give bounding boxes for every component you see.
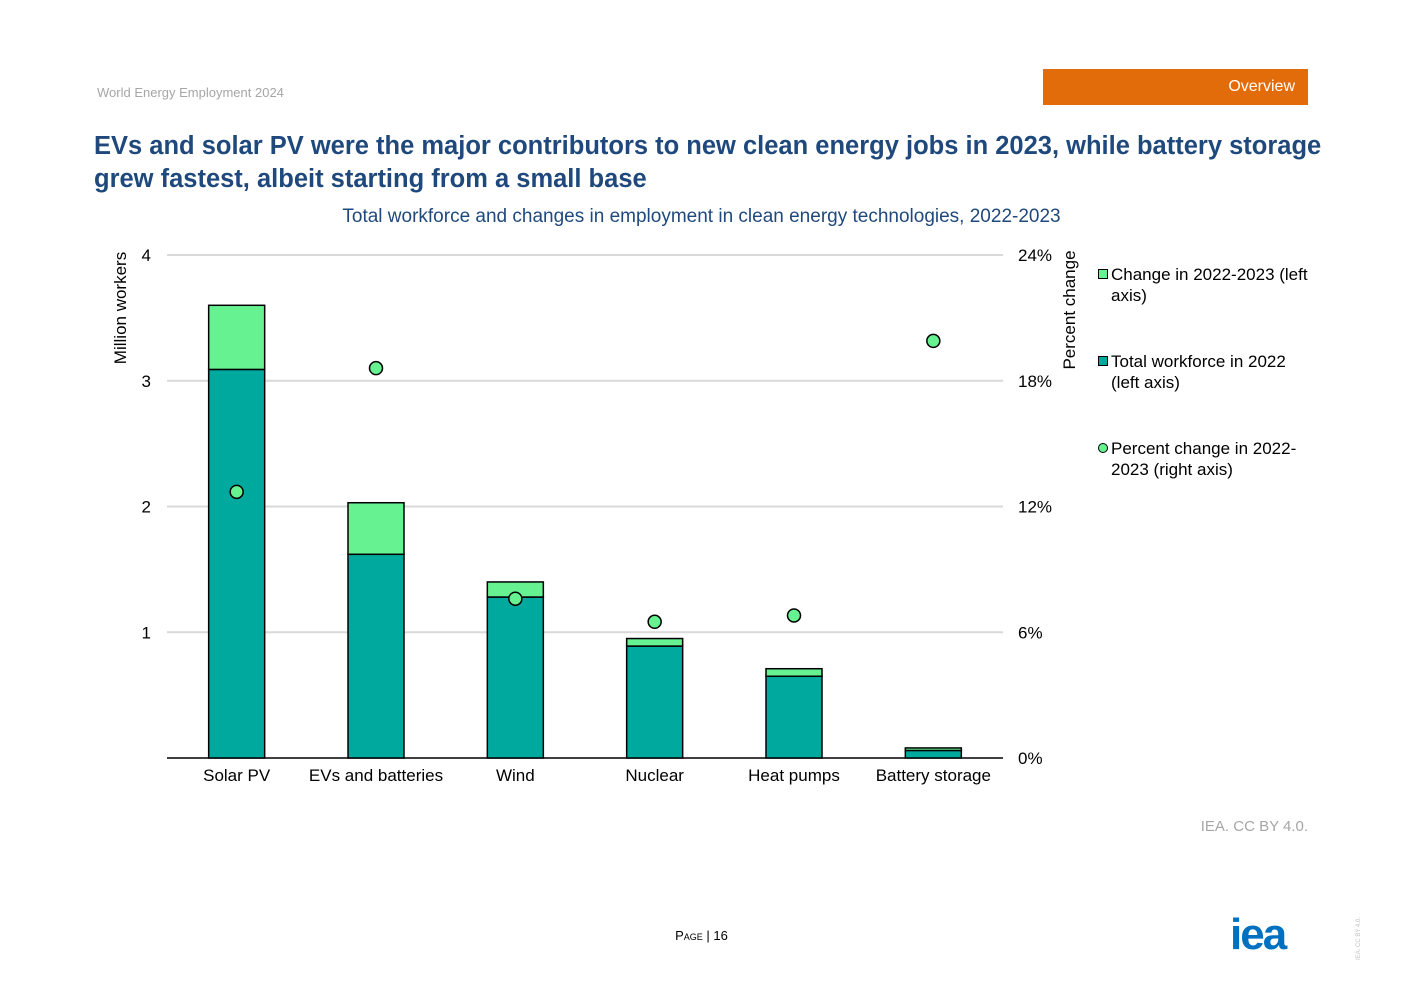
source-note: IEA. CC BY 4.0. (1200, 818, 1308, 835)
legend-item-percent: Percent change in 2022-2023 (right axis) (1098, 438, 1313, 480)
category-label: Battery storage (876, 766, 991, 785)
bar-total-workforce (347, 553, 405, 759)
category-label: EVs and batteries (309, 766, 443, 785)
bar-total-workforce (207, 368, 266, 759)
right-tick-label: 24% (1018, 246, 1052, 265)
right-tick-label: 0% (1018, 749, 1043, 768)
legend-swatch-percent (1098, 443, 1108, 453)
bar-total-workforce (904, 749, 963, 759)
left-axis-ticks: 1 2 3 4 (142, 246, 151, 642)
left-tick-label: 1 (142, 623, 151, 642)
iea-logo: iea (1230, 915, 1290, 955)
bar-change (207, 304, 266, 371)
report-name: World Energy Employment 2024 (97, 85, 284, 100)
section-tab-label: Overview (1228, 78, 1295, 95)
legend: Change in 2022-2023 (left axis) Total wo… (1098, 264, 1313, 480)
right-tick-label: 18% (1018, 372, 1052, 391)
left-axis-label: Million workers (111, 252, 130, 364)
legend-swatch-total (1098, 356, 1108, 366)
chart-title: Total workforce and changes in employmen… (342, 206, 1061, 227)
bar-total-workforce (765, 675, 823, 759)
bar-total-workforce (486, 596, 545, 759)
legend-label-percent: Percent change in 2022-2023 (right axis) (1111, 439, 1297, 479)
left-tick-label: 3 (142, 372, 151, 391)
bar-change (904, 747, 963, 752)
side-credit: IEA. CC BY 4.0. (1356, 917, 1362, 960)
bar-change (625, 637, 684, 647)
legend-label-change: Change in 2022-2023 (left axis) (1111, 265, 1308, 305)
legend-item-change: Change in 2022-2023 (left axis) (1098, 264, 1313, 306)
bar-change (347, 501, 405, 556)
category-label: Wind (496, 766, 535, 785)
bar-change (765, 667, 823, 678)
bar-total-workforce (625, 645, 684, 759)
page-number-value: 16 (713, 928, 728, 943)
percent-change-point (926, 333, 941, 349)
percent-change-point (229, 484, 244, 500)
percent-change-point (508, 591, 523, 606)
right-axis-label: Percent change (1060, 250, 1079, 369)
percent-markers (229, 333, 941, 630)
gridlines (167, 254, 1003, 759)
svg-text:iea: iea (1230, 915, 1288, 955)
page-label: Page (675, 928, 703, 943)
left-tick-label: 4 (142, 246, 151, 265)
right-tick-label: 12% (1018, 498, 1052, 517)
percent-change-point (647, 614, 662, 630)
percent-change-point (786, 608, 802, 623)
page-number: Page | 16 (675, 928, 728, 943)
right-axis-ticks: 0% 6% 12% 18% 24% (1018, 246, 1052, 768)
bars (207, 304, 963, 759)
legend-item-total: Total workforce in 2022 (left axis) (1098, 351, 1313, 393)
percent-change-point (368, 360, 384, 376)
category-label: Nuclear (625, 766, 684, 785)
category-label: Solar PV (203, 766, 271, 785)
legend-swatch-change (1098, 269, 1108, 279)
category-label: Heat pumps (748, 766, 840, 785)
section-tab[interactable]: Overview (1043, 69, 1308, 105)
left-tick-label: 2 (142, 498, 151, 517)
right-tick-label: 6% (1018, 623, 1043, 642)
legend-label-total: Total workforce in 2022 (left axis) (1111, 352, 1286, 392)
category-labels: Solar PV EVs and batteries Wind Nuclear Heat… (203, 766, 991, 785)
slide-title: EVs and solar PV were the major contribu… (94, 132, 1322, 193)
